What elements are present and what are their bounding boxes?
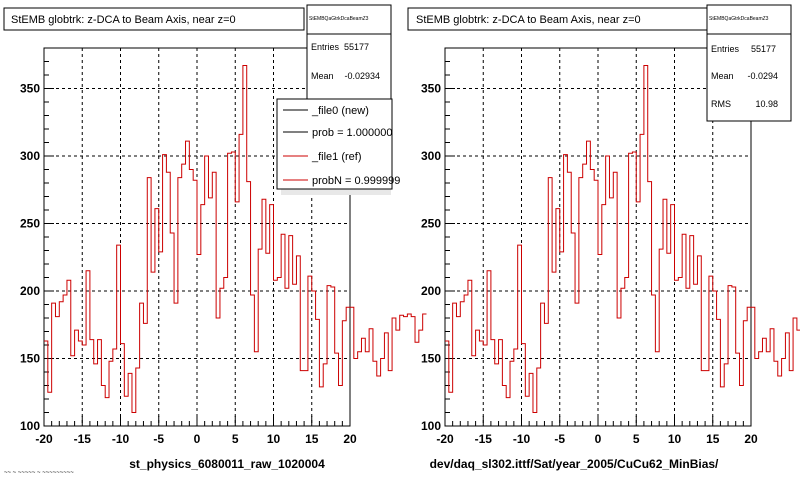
x-tick-label: -15 bbox=[475, 432, 493, 446]
x-tick-label: 0 bbox=[595, 432, 602, 446]
y-tick-label: 350 bbox=[421, 82, 441, 96]
x-tick-label: -20 bbox=[436, 432, 454, 446]
right-stats-box: StEMBQaGtrkDcaBeamZ3 Entries 55177 Mean … bbox=[706, 4, 792, 122]
left-stats-mean-label: Mean bbox=[311, 71, 334, 81]
x-tick-label: 0 bbox=[194, 432, 201, 446]
y-tick-label: 150 bbox=[20, 352, 40, 366]
left-x-ticks bbox=[43, 416, 351, 426]
left-x-axis-caption: st_physics_6080011_raw_1020004 bbox=[129, 457, 325, 471]
x-tick-label: -15 bbox=[74, 432, 92, 446]
left-histogram-panel: StEMB globtrk: z-DCA to Beam Axis, near … bbox=[3, 4, 427, 471]
right-stats-rms-label: RMS bbox=[711, 99, 731, 109]
y-tick-label: 200 bbox=[20, 284, 40, 298]
x-tick-label: 20 bbox=[744, 432, 758, 446]
x-tick-label: 10 bbox=[267, 432, 281, 446]
left-stats-entries-label: Entries bbox=[311, 42, 340, 52]
left-histogram-line bbox=[44, 65, 427, 413]
right-stats-entries-value: 55177 bbox=[751, 44, 776, 54]
right-stats-mean-label: Mean bbox=[711, 71, 734, 81]
y-tick-label: 300 bbox=[421, 149, 441, 163]
x-tick-label: 15 bbox=[706, 432, 720, 446]
right-histogram-panel: StEMB globtrk: z-DCA to Beam Axis, near … bbox=[407, 4, 800, 471]
x-tick-label: -20 bbox=[35, 432, 53, 446]
x-tick-label: 5 bbox=[232, 432, 239, 446]
x-tick-label: 15 bbox=[305, 432, 319, 446]
x-tick-label: -10 bbox=[112, 432, 130, 446]
right-stats-entries-label: Entries bbox=[711, 44, 740, 54]
right-x-ticks bbox=[444, 416, 752, 426]
x-tick-label: 5 bbox=[633, 432, 640, 446]
right-histogram-line bbox=[445, 65, 800, 413]
right-grid bbox=[445, 48, 751, 426]
right-stats-name: StEMBQaGtrkDcaBeamZ3 bbox=[709, 16, 769, 22]
y-tick-label: 100 bbox=[20, 419, 40, 433]
right-x-tick-labels: -20 -15 -10 -5 0 5 10 15 20 bbox=[436, 432, 758, 446]
x-tick-label: 10 bbox=[668, 432, 682, 446]
x-tick-label: -10 bbox=[513, 432, 531, 446]
left-title: StEMB globtrk: z-DCA to Beam Axis, near … bbox=[11, 14, 236, 26]
left-title-box bbox=[3, 7, 305, 31]
y-tick-label: 250 bbox=[421, 217, 441, 231]
y-tick-label: 250 bbox=[20, 217, 40, 231]
y-tick-label: 150 bbox=[421, 352, 441, 366]
left-stats-entries-value: 55177 bbox=[344, 42, 369, 52]
y-tick-label: 100 bbox=[421, 419, 441, 433]
left-stats-name: StEMBQaGtrkDcaBeamZ3 bbox=[309, 16, 369, 22]
y-tick-label: 200 bbox=[421, 284, 441, 298]
left-y-tick-labels: 100 150 200 250 300 350 bbox=[20, 82, 40, 434]
legend-label-prob: prob = 1.000000 bbox=[312, 127, 392, 139]
legend-label-file0: _file0 (new) bbox=[311, 105, 369, 117]
left-x-tick-labels: -20 -15 -10 -5 0 5 10 15 20 bbox=[35, 432, 357, 446]
footer-note: ~~ ~ ~~~~~ ~ ~~~~~~~~~ bbox=[4, 470, 74, 476]
y-tick-label: 300 bbox=[20, 149, 40, 163]
y-tick-label: 350 bbox=[20, 82, 40, 96]
left-stats-mean-value: -0.02934 bbox=[344, 71, 380, 81]
left-y-ticks bbox=[44, 47, 54, 427]
right-x-axis-caption: dev/daq_sl302.ittf/Sat/year_2005/CuCu62_… bbox=[430, 457, 719, 471]
left-legend: _file0 (new) prob = 1.000000 _file1 (ref… bbox=[276, 98, 400, 195]
right-y-tick-labels: 100 150 200 250 300 350 bbox=[421, 82, 441, 434]
x-tick-label: -5 bbox=[554, 432, 565, 446]
right-stats-mean-value: -0.0294 bbox=[747, 71, 778, 81]
x-tick-label: 20 bbox=[343, 432, 357, 446]
right-stats-rms-value: 10.98 bbox=[755, 99, 778, 109]
legend-label-file1: _file1 (ref) bbox=[311, 151, 362, 163]
x-tick-label: -5 bbox=[153, 432, 164, 446]
legend-label-probN: probN = 0.999999 bbox=[312, 175, 400, 187]
right-title: StEMB globtrk: z-DCA to Beam Axis, near … bbox=[416, 14, 641, 26]
